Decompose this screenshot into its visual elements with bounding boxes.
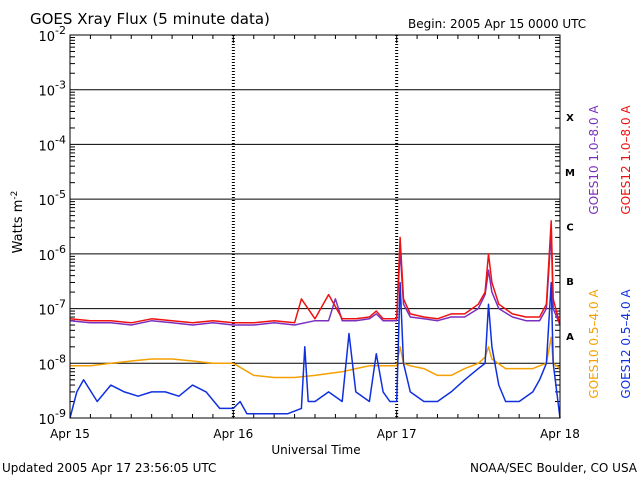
series-line-0 <box>69 231 561 326</box>
y-axis-label-exp: -2 <box>10 191 20 200</box>
credit-label: NOAA/SEC Boulder, CO USA <box>470 461 638 475</box>
y-tick-label: 10-6 <box>38 243 66 264</box>
series-line-3 <box>69 281 561 419</box>
y-tick-label: 10-8 <box>38 352 66 373</box>
series-line-1 <box>69 220 561 326</box>
chart-title: GOES Xray Flux (5 minute data) <box>30 10 270 28</box>
begin-label: Begin: 2005 Apr 15 0000 UTC <box>408 17 586 31</box>
flare-class-label: X <box>566 113 574 124</box>
flare-class-label: B <box>566 277 574 288</box>
legend-entry: GOES10 0.5–4.0 A <box>587 289 601 399</box>
y-axis-label-text: Watts m <box>11 200 26 254</box>
flare-class-label: A <box>566 332 574 343</box>
y-tick-label: 10-3 <box>38 79 66 100</box>
flare-class-label: M <box>565 168 575 179</box>
legend-entry: GOES10 1.0–8.0 A <box>587 105 601 215</box>
y-tick-label: 10-4 <box>38 133 66 154</box>
x-tick-label: Apr 16 <box>213 427 253 441</box>
x-tick-label: Apr 15 <box>50 427 90 441</box>
x-tick-label: Apr 17 <box>377 427 417 441</box>
y-tick-label: 10-2 <box>38 24 66 45</box>
updated-label: Updated 2005 Apr 17 23:56:05 UTC <box>2 461 216 475</box>
x-axis-label: Universal Time <box>271 443 360 457</box>
y-tick-label: 10-5 <box>38 188 66 209</box>
x-tick-label: Apr 18 <box>540 427 580 441</box>
flare-class-label: C <box>566 223 573 234</box>
plot-frame <box>69 34 561 419</box>
y-tick-label: 10-7 <box>38 298 66 319</box>
y-axis-label: Watts m-2 <box>10 191 26 254</box>
y-tick-label: 10-9 <box>38 407 66 428</box>
legend-entry: GOES12 0.5–4.0 A <box>619 289 633 399</box>
legend-entry: GOES12 1.0–8.0 A <box>619 105 633 215</box>
